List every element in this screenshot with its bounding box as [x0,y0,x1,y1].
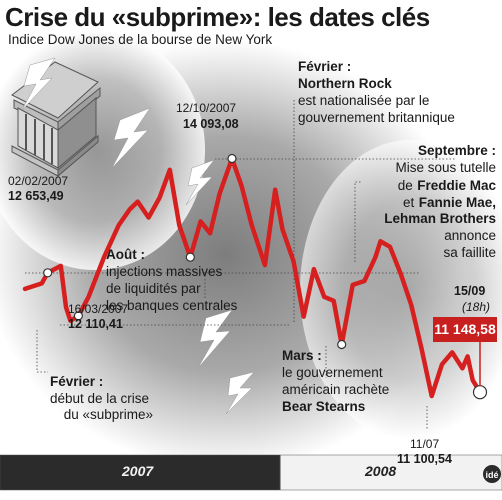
value-label-oct-2007: 14 093,08 [183,117,239,131]
page-subtitle: Indice Dow Jones de la bourse de New Yor… [8,32,273,47]
credit-badge: idé [483,465,501,483]
event-text-mars-2008-2: américain rachète [282,382,390,397]
event-text-fevrier-2007-2: du «subprime» [63,407,153,422]
point-marker-mar-2008 [337,339,347,350]
event-text-fevrier-2008-2: gouvernement britannique [298,110,455,125]
date-label-jul-2008: 11/07 [410,437,440,451]
event-text-faillite: sa faillite [443,245,496,260]
event-bold-lehman: Lehman Brothers [384,211,496,226]
current-value-box: 11 148,58 [433,317,497,342]
event-text-aout-2007-3: les banques centrales [106,298,238,313]
event-text-et: et [403,195,415,210]
time-label-sep-2008: (18h) [462,300,491,314]
event-text-septembre-2008-1: Mise sous tutelle [395,160,496,175]
timeline-bar [0,454,502,491]
event-text-aout-2007-1: injections massives [106,264,223,279]
year-label-2007: 2007 [122,463,154,479]
point-marker-aug-2007 [185,252,195,262]
event-line-freddie: de Freddie Mac [330,178,496,194]
dow-jones-series-line [22,156,483,399]
bank-building-icon [11,61,101,178]
event-text-annonce: annonce [444,228,496,243]
point-marker-mar-2007 [73,311,84,321]
event-bold-bear-stearns: Bear Stearns [282,399,366,414]
event-text-aout-2007-2: de liquidités par [106,281,201,296]
guide-lines [25,100,455,430]
event-text-fevrier-2008-1: est nationalisée par le [298,93,430,108]
event-line-fannie: et Fannie Mae, [330,195,496,211]
plot-area [22,153,488,400]
credit-text: idé [485,470,498,480]
value-label-mar-2007: 12 110,41 [68,317,123,331]
date-label-mar-2007: 16/03/2007 [68,302,129,316]
point-marker-oct-2007 [227,153,237,164]
event-label-mars-2008: Mars : [282,348,322,363]
event-label-fevrier-2007: Février : [50,374,104,389]
value-label-jul-2008: 11 100,54 [397,452,452,466]
lightning-bolt-icon [21,57,255,415]
point-marker-sep-2008 [472,385,488,400]
event-text-mars-2008-1: le gouvernement [282,365,383,380]
date-label-sep-2008: 15/09 [454,284,486,298]
event-bold-northern-rock: Northern Rock [298,76,392,91]
point-marker-feb-2007 [43,268,53,278]
date-label-oct-2007: 12/10/2007 [176,101,237,115]
value-label-feb-2007: 12 653,49 [8,189,64,203]
event-bold-fannie-mae: Fannie Mae, [418,195,496,210]
page-title: Crise du «subprime»: les dates clés [5,2,430,32]
event-label-fevrier-2008: Février : [298,59,352,74]
date-label-feb-2007: 02/02/2007 [8,174,69,188]
event-bold-freddie-mac: Freddie Mac [417,178,496,193]
event-label-septembre-2008: Septembre : [417,143,496,158]
year-label-2008: 2008 [365,463,397,479]
event-label-aout-2007: Août : [106,247,145,262]
event-text-de: de [397,178,413,193]
event-text-fevrier-2007-1: début de la crise [50,391,150,406]
